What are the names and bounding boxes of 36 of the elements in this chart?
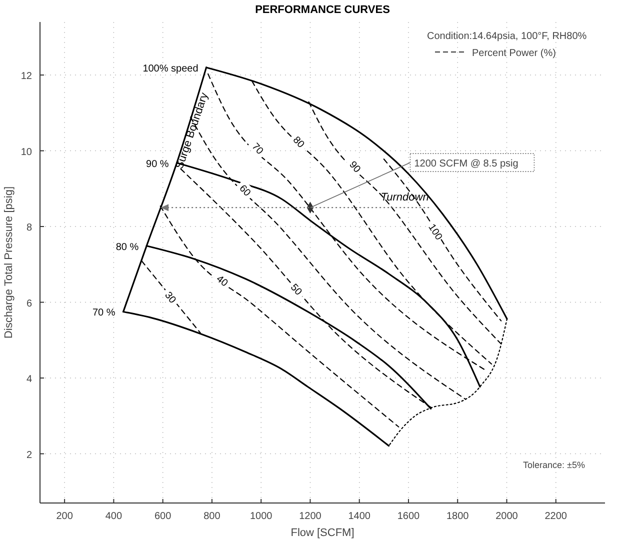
chart-title: PERFORMANCE CURVES [255,4,390,16]
x-tick-label: 1800 [446,511,470,522]
y-tick-label: 10 [20,146,32,158]
y-tick-label: 8 [26,222,32,234]
x-tick-label: 2000 [496,511,518,522]
x-tick-label: 200 [56,511,74,522]
annotation: Percent Power (%) [472,48,556,59]
y-tick-label: 12 [20,71,32,82]
x-tick-label: 1200 [299,511,322,522]
x-tick-label: 800 [204,511,221,522]
series-label: 80 % [116,242,139,253]
text: 100 [426,222,444,243]
x-tick-label: 1600 [397,511,420,522]
annotation: Tolerance: ±5% [523,460,585,470]
annotation: 1200 SCFM @ 8.5 psig [414,158,518,170]
text: 40 [214,274,230,290]
text: 60 [236,183,253,200]
x-axis-title: Flow [SCFM] [290,527,354,539]
series-label: 90 % [146,158,169,170]
text: 70 [249,141,266,158]
x-tick-label: 600 [154,511,172,522]
y-tick-label: 4 [26,374,32,386]
text: 30 [162,290,178,306]
series-label: 70 % [92,308,116,319]
y-tick-label: 6 [26,298,32,310]
y-axis-title: Discharge Total Pressure [psig] [3,186,15,339]
text: 80 [290,134,306,151]
x-tick-label: 1000 [250,511,273,522]
x-tick-label: 2200 [544,511,568,522]
annotation: Condition:14.64psia, 100°F, RH80% [427,31,587,42]
series-label: 100% speed [142,63,198,74]
text: 50 [288,282,304,298]
y-tick-label: 2 [26,450,32,461]
x-tick-label: 1400 [348,511,371,522]
text: 90 [346,159,363,176]
x-tick-label: 400 [105,511,122,522]
